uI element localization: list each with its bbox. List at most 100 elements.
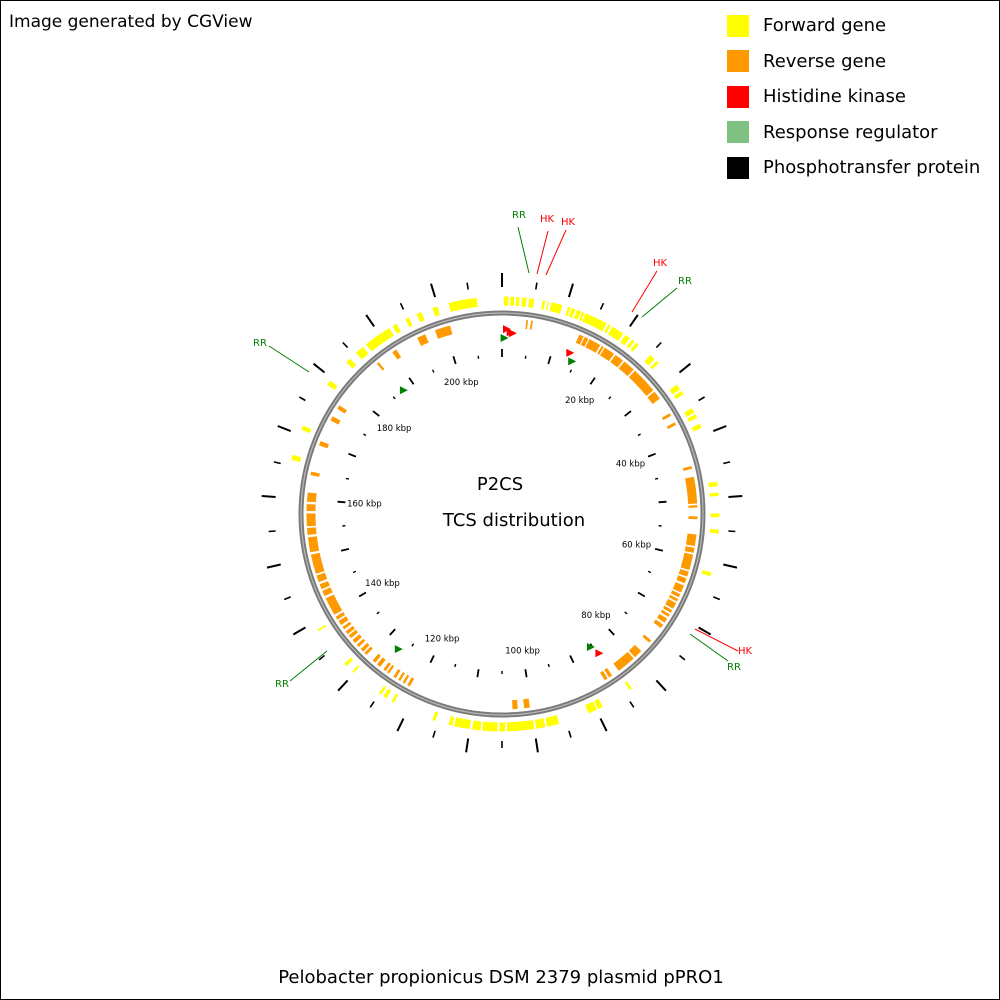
tcs-marker: [394, 645, 403, 654]
outer-tick: [713, 596, 721, 601]
histidine-kinase-swatch: [727, 85, 749, 108]
feature-callout-line: [689, 633, 729, 662]
outer-tick: [342, 341, 349, 349]
forward-gene-block: [626, 339, 635, 349]
ruler-tick: [431, 369, 435, 373]
forward-gene-block: [534, 718, 546, 729]
legend-item-histidine-kinase: Histidine kinase: [727, 79, 980, 115]
outer-tick: [599, 302, 605, 310]
feature-label: RR: [275, 679, 289, 690]
forward-gene-block: [684, 408, 695, 417]
forward-gene-block: [454, 717, 471, 730]
tcs-marker: [595, 649, 604, 658]
ruler-tick: [408, 377, 415, 385]
reverse-gene-block: [575, 334, 584, 345]
tcs-marker: [568, 357, 577, 366]
outer-tick: [430, 283, 437, 298]
ruler-label: 160 kbp: [347, 500, 382, 510]
ruler-tick: [547, 356, 552, 365]
outer-tick: [298, 396, 306, 402]
legend-item-reverse-gene: Reverse gene: [727, 44, 980, 80]
reverse-gene-block: [585, 339, 601, 353]
forward-gene-block: [301, 425, 312, 434]
reverse-gene-block: [316, 572, 328, 583]
reverse-gene-block: [660, 609, 670, 617]
forward-gene-block: [432, 306, 440, 317]
outer-tick-ring: [261, 273, 743, 753]
ruler-tick: [624, 410, 632, 417]
reverse-gene-block: [398, 672, 405, 681]
outer-tick: [292, 626, 306, 636]
forward-gene-block: [541, 300, 546, 310]
reverse-gene-block: [662, 605, 673, 613]
outer-tick: [318, 654, 326, 661]
forward-gene-block: [687, 414, 698, 422]
reverse-gene-block: [597, 345, 604, 355]
tcs-marker: [586, 643, 595, 651]
legend-label: Reverse gene: [763, 50, 887, 72]
forward-gene-block: [352, 665, 360, 674]
reverse-gene-block: [434, 325, 453, 339]
outer-tick: [723, 563, 738, 569]
center-subtitle: TCS distribution: [442, 510, 585, 531]
outer-tick: [273, 461, 281, 465]
outer-tick: [712, 425, 727, 433]
reverse-gene-block: [335, 612, 346, 620]
ruler-tick: [372, 410, 380, 417]
forward-gene-block: [506, 720, 535, 732]
ruler-tick: [411, 643, 415, 647]
forward-gene-block: [291, 454, 302, 463]
reverse-gene-block: [600, 670, 608, 681]
forward-gene-block: [578, 311, 585, 322]
forward-gene-block: [669, 384, 681, 395]
outer-tick: [698, 626, 712, 636]
forward-gene-block: [630, 342, 639, 352]
forward-gene-block: [708, 481, 718, 488]
reverse-gene-track: [306, 320, 698, 710]
forward-gene-block: [327, 380, 338, 390]
forward-gene-block: [594, 698, 603, 710]
reverse-gene-block: [318, 440, 330, 449]
forward-gene-block: [545, 715, 560, 727]
ruler-tick: [637, 433, 641, 437]
ruler-label: 80 kbp: [581, 611, 610, 621]
tcs-marker: [508, 329, 517, 338]
credit-text: Image generated by CGView: [9, 12, 253, 32]
map-caption: Pelobacter propionicus DSM 2379 plasmid …: [278, 967, 724, 988]
forward-gene-block: [482, 721, 498, 732]
ruler-tick: [647, 452, 656, 458]
reverse-gene-block: [685, 533, 697, 547]
reverse-gene-block: [661, 413, 672, 421]
outer-tick: [369, 701, 375, 708]
ruler-tick: [363, 433, 367, 437]
ruler-tick: [569, 655, 575, 664]
outer-tick: [599, 718, 608, 732]
reverse-gene-block: [580, 336, 589, 347]
legend-item-forward-gene: Forward gene: [727, 8, 980, 44]
reverse-gene-block: [613, 651, 634, 671]
forward-gene-block: [604, 324, 611, 334]
ruler-tick: [608, 396, 612, 400]
ruler-tick: [348, 452, 357, 458]
feature-callout-line: [517, 226, 530, 274]
reverse-gene-block: [360, 642, 370, 652]
feature-callout-line: [545, 229, 567, 276]
reverse-gene-block: [306, 492, 317, 503]
forward-gene-block: [585, 701, 597, 714]
outer-tick: [728, 530, 736, 533]
ruler-tick: [392, 396, 396, 400]
ruler-tick: [654, 548, 664, 552]
reverse-gene-block: [338, 616, 349, 626]
feature-callout-line: [631, 270, 658, 313]
reverse-gene-block: [307, 536, 320, 553]
reverse-gene-block: [319, 581, 330, 590]
reverse-gene-block: [665, 598, 677, 609]
outer-tick: [277, 425, 292, 433]
reverse-gene-block: [672, 582, 684, 593]
reverse-gene-block: [364, 646, 373, 655]
reverse-gene-block: [678, 568, 689, 577]
ruler-tick: [624, 611, 628, 615]
reverse-gene-block: [668, 594, 679, 602]
ruler-tick: [654, 477, 659, 480]
ruler-tick: [476, 669, 480, 678]
